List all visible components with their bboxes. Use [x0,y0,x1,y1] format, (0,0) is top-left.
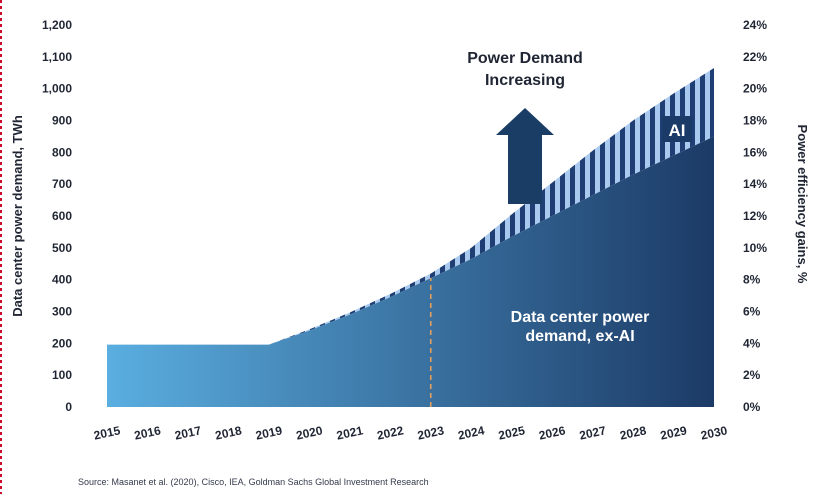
y-tick-label: 100 [52,368,72,382]
y2-tick-label: 4% [743,336,761,350]
left-y-axis-ticks: 0 100 200 300 400 500 600 700 800 900 1,000 1,100 1,… [42,18,72,414]
ai-label: AI [669,121,686,140]
x-tick-label: 2023 [416,423,445,442]
x-tick-label: 2016 [133,423,162,442]
left-border [0,0,2,494]
x-tick-label: 2015 [92,423,121,442]
x-tick-label: 2026 [538,423,567,442]
y-tick-label: 800 [52,145,72,159]
x-tick-label: 2017 [173,423,202,442]
x-tick-label: 2018 [214,423,243,442]
x-tick-label: 2027 [578,423,607,442]
right-y-axis-ticks: 0% 2% 4% 6% 8% 10% 12% 14% 16% 18% 20% 22% 24% [743,18,767,414]
plot-areas [107,67,714,407]
x-tick-label: 2030 [699,423,728,442]
y2-tick-label: 8% [743,273,761,287]
y2-tick-label: 20% [743,82,767,96]
arrow-label-line1: Power Demand [467,50,583,67]
exai-label-line2: demand, ex-AI [525,328,634,345]
y2-tick-label: 18% [743,114,767,128]
y-tick-label: 1,200 [42,18,72,32]
x-tick-label: 2025 [497,423,526,442]
y2-tick-label: 0% [743,400,761,414]
x-tick-label: 2021 [335,423,364,442]
source-note: Source: Masanet et al. (2020), Cisco, IE… [78,477,429,487]
x-tick-label: 2022 [376,423,405,442]
x-tick-label: 2029 [659,423,688,442]
y2-tick-label: 10% [743,241,767,255]
y-tick-label: 900 [52,114,72,128]
annotations: Power Demand Increasing AI Data center powe… [467,50,692,345]
y-tick-label: 600 [52,209,72,223]
y2-tick-label: 16% [743,145,767,159]
y-tick-label: 200 [52,336,72,350]
y-tick-label: 700 [52,177,72,191]
ai-label-box [662,116,692,142]
y2-tick-label: 12% [743,209,767,223]
arrow-label-line2: Increasing [485,72,565,89]
exai-area [107,136,714,407]
y-tick-label: 300 [52,305,72,319]
x-tick-label: 2019 [254,423,283,442]
y-tick-label: 1,100 [42,50,72,64]
x-tick-label: 2028 [619,423,648,442]
x-tick-label: 2020 [295,423,324,442]
y-tick-label: 400 [52,273,72,287]
y2-tick-label: 14% [743,177,767,191]
exai-label-line1: Data center power [511,309,650,326]
up-arrow-icon [496,108,554,204]
y2-tick-label: 22% [743,50,767,64]
y-tick-label: 1,000 [42,82,72,96]
y-tick-label: 0 [65,400,72,414]
x-tick-label: 2024 [457,423,486,442]
y2-axis-title: Power efficiency gains, % [795,125,810,284]
y2-tick-label: 6% [743,305,761,319]
y-tick-label: 500 [52,241,72,255]
y2-tick-label: 2% [743,368,761,382]
y2-tick-label: 24% [743,18,767,32]
x-axis-ticks: 2015 2016 2017 2018 2019 2020 2021 2022 2023 2024… [92,423,728,442]
y-axis-title: Data center power demand, TWh [10,115,25,317]
